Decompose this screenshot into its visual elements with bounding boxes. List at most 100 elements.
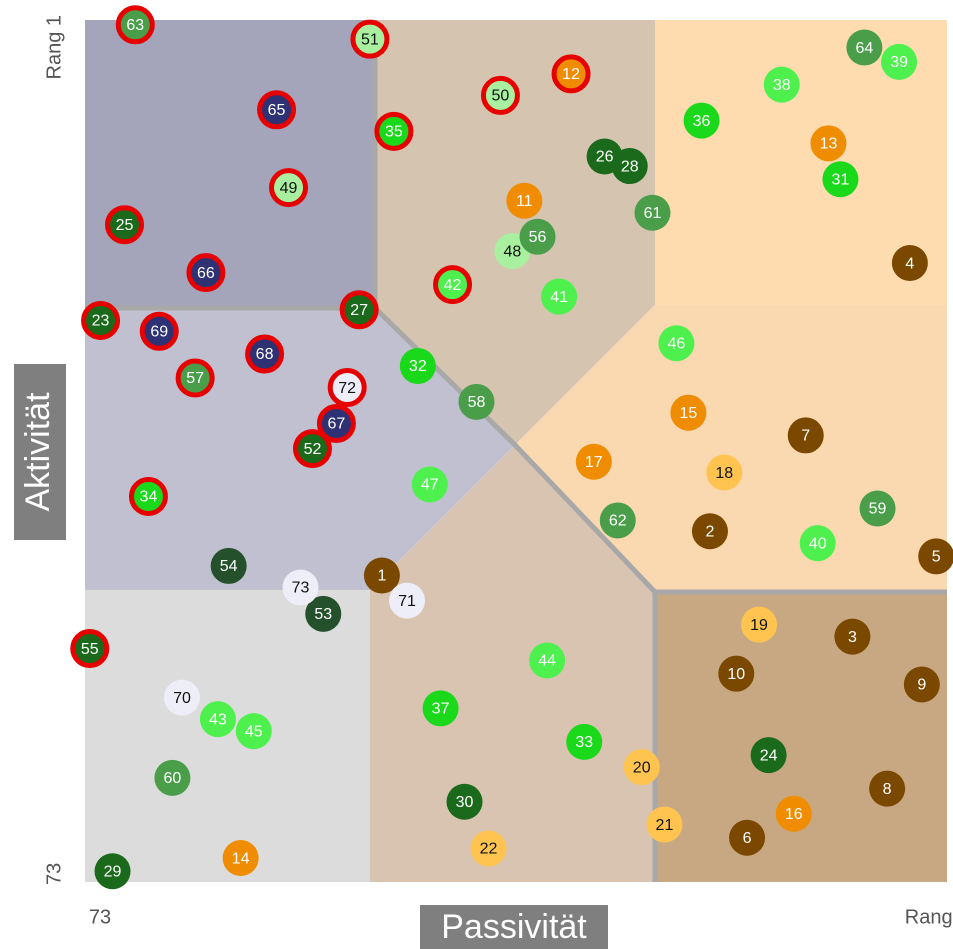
- bubble: [646, 806, 683, 843]
- x-label-box: [420, 905, 608, 949]
- point-label: 72: [338, 380, 356, 397]
- bubble: [327, 368, 367, 408]
- point: 33: [566, 723, 603, 760]
- region: [655, 20, 947, 305]
- bubble: [859, 490, 896, 527]
- bubble: [163, 679, 200, 716]
- x-tick-label: 73: [89, 906, 111, 928]
- point: 38: [763, 66, 800, 103]
- point: 52: [292, 429, 332, 469]
- bubble: [718, 655, 755, 692]
- point: 45: [235, 713, 272, 750]
- y-tick-label: 73: [43, 863, 65, 885]
- bubble: [363, 557, 400, 594]
- point-label: 66: [197, 265, 215, 282]
- bubble: [115, 5, 155, 45]
- point: 23: [81, 301, 121, 341]
- point: 32: [399, 347, 436, 384]
- point: 54: [210, 547, 247, 584]
- point: 2: [691, 513, 728, 550]
- point: 4: [891, 245, 928, 282]
- point: 36: [683, 102, 720, 139]
- bubble: [691, 513, 728, 550]
- point: 55: [70, 629, 110, 669]
- point: 20: [623, 749, 660, 786]
- point-label: 67: [328, 416, 346, 433]
- bubble: [339, 290, 379, 330]
- bubble: [846, 29, 883, 66]
- bubble: [763, 66, 800, 103]
- point-label: 43: [209, 711, 227, 728]
- y-axis-label: Aktivität: [19, 392, 57, 512]
- point-label: 44: [538, 653, 556, 670]
- point-label: 62: [609, 513, 627, 530]
- point: 49: [269, 168, 309, 208]
- point-label: 58: [468, 394, 486, 411]
- point-label: 7: [801, 428, 810, 445]
- bubble: [519, 218, 556, 255]
- point: 22: [470, 830, 507, 867]
- region: [370, 445, 655, 882]
- point-label: 68: [256, 346, 274, 363]
- point-label: 13: [820, 136, 838, 153]
- point-label: 11: [516, 193, 533, 210]
- bubble: [634, 194, 671, 231]
- point-label: 60: [163, 770, 181, 787]
- region: [85, 20, 375, 308]
- point-label: 52: [304, 441, 322, 458]
- bubble: [729, 819, 766, 856]
- point: 70: [163, 679, 200, 716]
- bubble: [422, 690, 459, 727]
- point: 19: [741, 606, 778, 643]
- y-label-box: [14, 364, 66, 540]
- region: [375, 20, 655, 445]
- bubble: [891, 245, 928, 282]
- bubble: [222, 840, 259, 877]
- point: 57: [175, 358, 215, 398]
- point-label: 64: [855, 40, 873, 57]
- point: 25: [105, 205, 145, 245]
- point: 18: [706, 454, 743, 491]
- point-label: 30: [456, 794, 474, 811]
- bubble: [399, 347, 436, 384]
- bubble: [575, 443, 612, 480]
- point: 43: [199, 701, 236, 738]
- point: 56: [519, 218, 556, 255]
- bubble: [186, 253, 226, 293]
- point-label: 31: [832, 171, 850, 188]
- bubble: [292, 429, 332, 469]
- bubble: [683, 102, 720, 139]
- bubble: [810, 125, 847, 162]
- bubble: [128, 476, 168, 516]
- point-label: 22: [480, 841, 498, 858]
- bubble: [70, 629, 110, 669]
- point-label: 15: [680, 405, 698, 422]
- point-label: 12: [562, 66, 580, 83]
- bubble: [822, 161, 859, 198]
- point-label: 45: [245, 723, 263, 740]
- point-label: 29: [104, 863, 122, 880]
- bubble: [245, 334, 285, 374]
- bubble: [918, 538, 953, 575]
- point-label: 71: [398, 593, 416, 610]
- point: 66: [186, 253, 226, 293]
- bubble: [458, 383, 495, 420]
- point-label: 41: [550, 289, 568, 306]
- point: 69: [139, 311, 179, 351]
- point: 39: [881, 43, 918, 80]
- point: 24: [750, 737, 787, 774]
- bubble: [305, 595, 342, 632]
- point-label: 56: [529, 229, 547, 246]
- bubble: [154, 759, 191, 796]
- point: 73: [282, 569, 319, 606]
- point: 41: [541, 278, 578, 315]
- bubble: [210, 547, 247, 584]
- bubble: [350, 19, 390, 59]
- point: 16: [775, 795, 812, 832]
- point-label: 10: [727, 666, 745, 683]
- point: 40: [799, 525, 836, 562]
- bubble: [433, 265, 473, 305]
- point: 6: [729, 819, 766, 856]
- point-label: 70: [173, 690, 191, 707]
- bubble: [599, 502, 636, 539]
